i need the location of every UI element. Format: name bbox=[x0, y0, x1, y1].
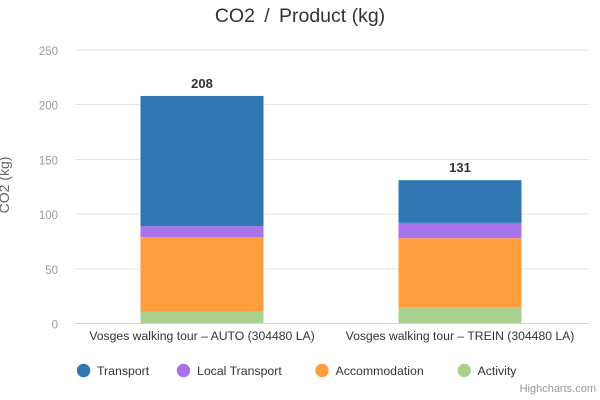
svg-text:Transport: Transport bbox=[97, 364, 150, 378]
svg-text:0: 0 bbox=[52, 320, 58, 332]
svg-text:Vosges walking tour – AUTO (30: Vosges walking tour – AUTO (304480 LA) bbox=[89, 329, 314, 343]
svg-text:250: 250 bbox=[39, 46, 58, 58]
svg-text:100: 100 bbox=[39, 210, 58, 222]
svg-text:Local Transport: Local Transport bbox=[197, 364, 282, 378]
svg-text:Accommodation: Accommodation bbox=[336, 364, 424, 378]
svg-text:200: 200 bbox=[39, 101, 58, 113]
svg-text:208: 208 bbox=[191, 76, 213, 91]
svg-text:Activity: Activity bbox=[478, 364, 518, 378]
svg-text:131: 131 bbox=[449, 160, 471, 175]
svg-text:50: 50 bbox=[45, 265, 58, 277]
svg-text:CO2 (kg): CO2 (kg) bbox=[0, 157, 12, 214]
svg-text:Vosges walking tour – TREIN (3: Vosges walking tour – TREIN (304480 LA) bbox=[346, 329, 575, 343]
svg-text:150: 150 bbox=[39, 155, 58, 167]
